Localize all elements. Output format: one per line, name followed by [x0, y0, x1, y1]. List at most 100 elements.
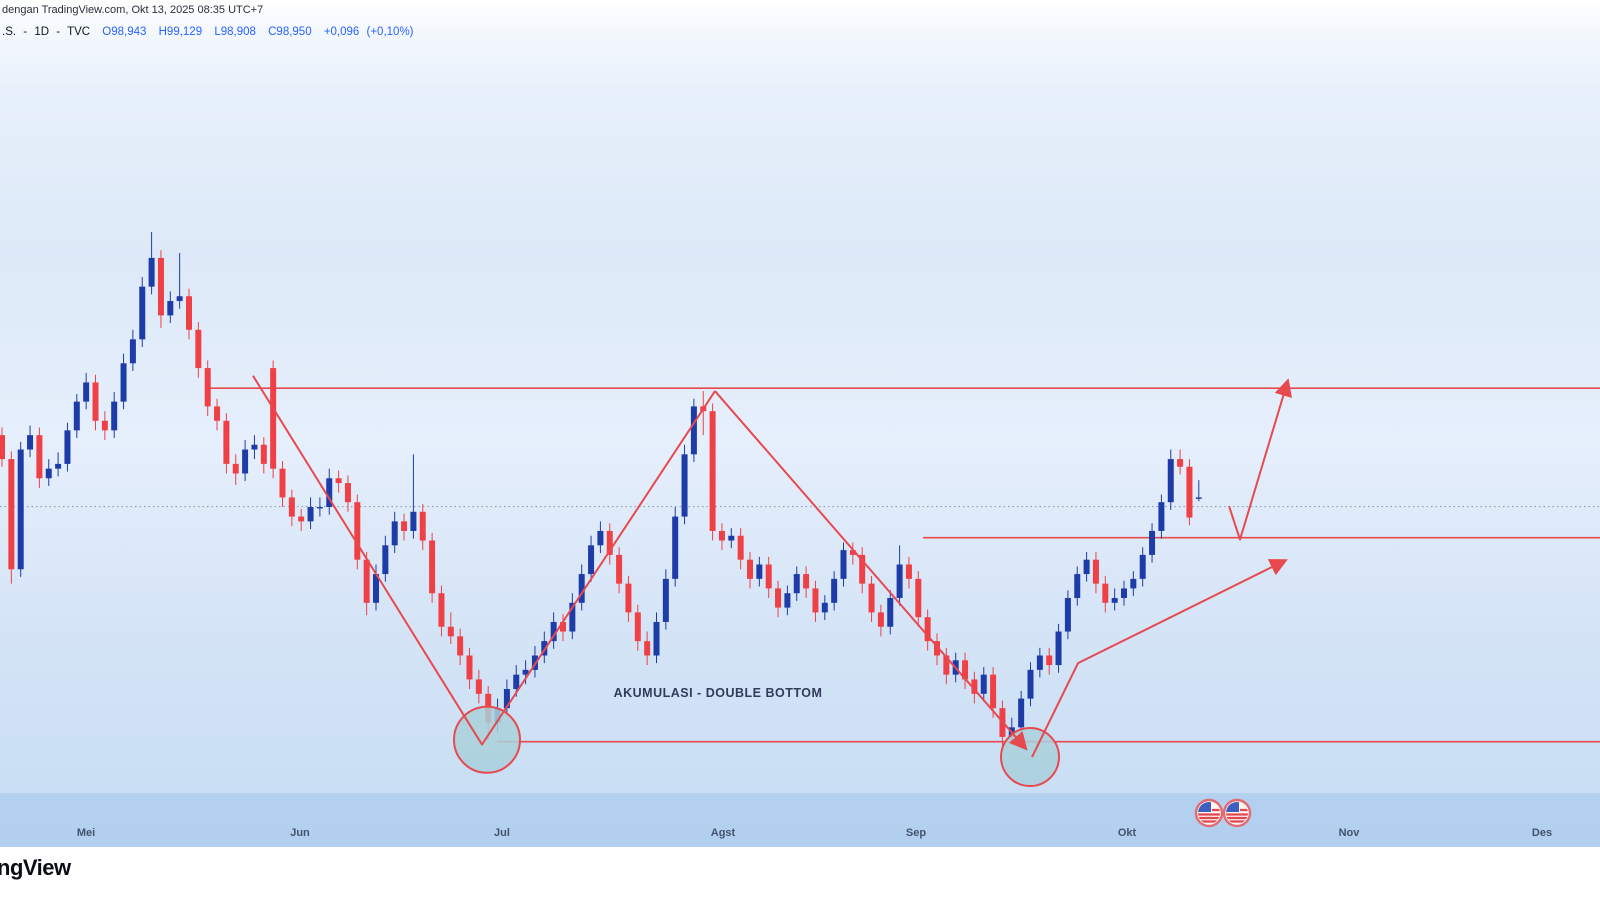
candle-body: [1130, 578, 1137, 589]
month-label[interactable]: Agst: [711, 827, 736, 839]
candle-body: [401, 521, 408, 531]
candle-body: [597, 530, 604, 546]
candle-body: [821, 602, 828, 613]
drawing-uptrend-from-bottom-2[interactable]: [1031, 559, 1288, 758]
candle-body: [784, 593, 791, 608]
candle-body: [111, 401, 118, 431]
drawing-projection-zigzag[interactable]: [1228, 378, 1292, 541]
candle-body: [831, 578, 838, 603]
candle-body: [1055, 631, 1062, 666]
candle-body: [288, 497, 295, 517]
bottom-1-circle[interactable]: [453, 705, 521, 774]
candle-body: [0, 435, 5, 460]
chart-background: [0, 0, 1600, 847]
candle-body: [653, 621, 660, 656]
candle-body: [335, 478, 342, 484]
month-label[interactable]: Nov: [1339, 827, 1361, 839]
candle-body: [55, 463, 62, 469]
candle-body: [186, 296, 192, 330]
candle-body: [344, 483, 351, 503]
symbol-legend[interactable]: .S. - 1D - TVC O98,943 H99,129 L98,908 C…: [2, 26, 414, 38]
legend-separator: -: [56, 26, 61, 38]
candle-body: [990, 674, 997, 709]
month-label[interactable]: Des: [1532, 827, 1552, 839]
candle-body: [887, 598, 894, 627]
ohlc-low-value: 98,908: [220, 26, 256, 38]
candle-body: [503, 689, 510, 709]
candle-body: [934, 641, 940, 656]
candle-body: [176, 296, 183, 302]
candle-body: [83, 382, 90, 402]
candle-body: [560, 621, 566, 632]
candle-body: [606, 530, 613, 555]
candle-body: [307, 507, 314, 522]
bottom-2-circle[interactable]: [1000, 727, 1060, 788]
month-label[interactable]: Okt: [1118, 827, 1137, 839]
candle-body: [36, 435, 43, 479]
candle-body: [1018, 698, 1025, 728]
ohlc-high-value: 99,129: [166, 26, 203, 38]
candle-body: [728, 535, 735, 541]
candle-body: [1083, 559, 1090, 575]
exchange-label: TVC: [67, 26, 91, 38]
candle-body: [419, 511, 426, 541]
candle-body: [569, 602, 576, 632]
candles-layer[interactable]: [0, 232, 1202, 752]
interval-label[interactable]: 1D: [34, 26, 50, 38]
candle-body: [775, 588, 782, 608]
candle-body: [326, 478, 333, 507]
circular-flag-icon: [1194, 798, 1224, 828]
ohlc-open-label: O: [102, 26, 112, 38]
candle-body: [204, 368, 211, 407]
candle-body: [672, 516, 679, 579]
candle-body: [756, 564, 763, 579]
candle-body: [1064, 598, 1071, 632]
candle-body: [232, 463, 239, 474]
candle-body: [681, 454, 688, 517]
candle-body: [962, 660, 969, 680]
candle-body: [129, 339, 136, 364]
legend-separator: -: [23, 26, 28, 38]
ohlc-low-label: L: [214, 26, 221, 38]
candle-body: [709, 411, 716, 531]
candle-body: [139, 286, 146, 340]
circular-flag-icon: [1222, 798, 1252, 828]
candle-body: [298, 516, 305, 522]
month-label[interactable]: Sep: [906, 827, 926, 839]
candle-body: [354, 502, 361, 560]
candle-body: [803, 574, 810, 589]
candle-body: [980, 674, 987, 694]
drawing-downtrend-into-bottom-1[interactable]: [252, 375, 716, 746]
page-footer: [0, 847, 1600, 900]
candle-body: [1102, 583, 1109, 603]
candle-body: [1158, 502, 1165, 531]
month-label[interactable]: Jul: [494, 827, 510, 839]
candle-body: [410, 511, 417, 531]
month-label[interactable]: Mei: [77, 827, 95, 839]
candle-body: [17, 449, 24, 570]
candle-body: [167, 301, 174, 316]
candle-body: [447, 626, 454, 637]
candle-body: [1027, 669, 1034, 699]
chart-attribution: dengan TradingView.com, Okt 13, 2025 08:…: [2, 4, 264, 16]
candle-body: [45, 468, 52, 479]
candle-body: [466, 655, 473, 680]
candle-body: [644, 641, 651, 656]
candle-body: [1074, 574, 1081, 599]
candle-body: [634, 612, 641, 642]
candle-body: [924, 617, 931, 642]
symbol-name-fragment[interactable]: .S.: [2, 26, 17, 38]
candle-body: [279, 468, 286, 498]
month-label[interactable]: Jun: [290, 827, 310, 839]
time-axis[interactable]: [0, 793, 1600, 847]
candle-body: [429, 540, 436, 594]
candle-body: [588, 545, 595, 575]
candle-body: [662, 578, 669, 622]
candle-body: [690, 406, 697, 455]
candle-body: [92, 382, 99, 421]
pattern-annotation[interactable]: AKUMULASI - DOUBLE BOTTOM: [614, 686, 823, 700]
drawing-downtrend-into-bottom-2[interactable]: [714, 390, 1028, 751]
ohlc-close-value: 98,950: [276, 26, 312, 38]
